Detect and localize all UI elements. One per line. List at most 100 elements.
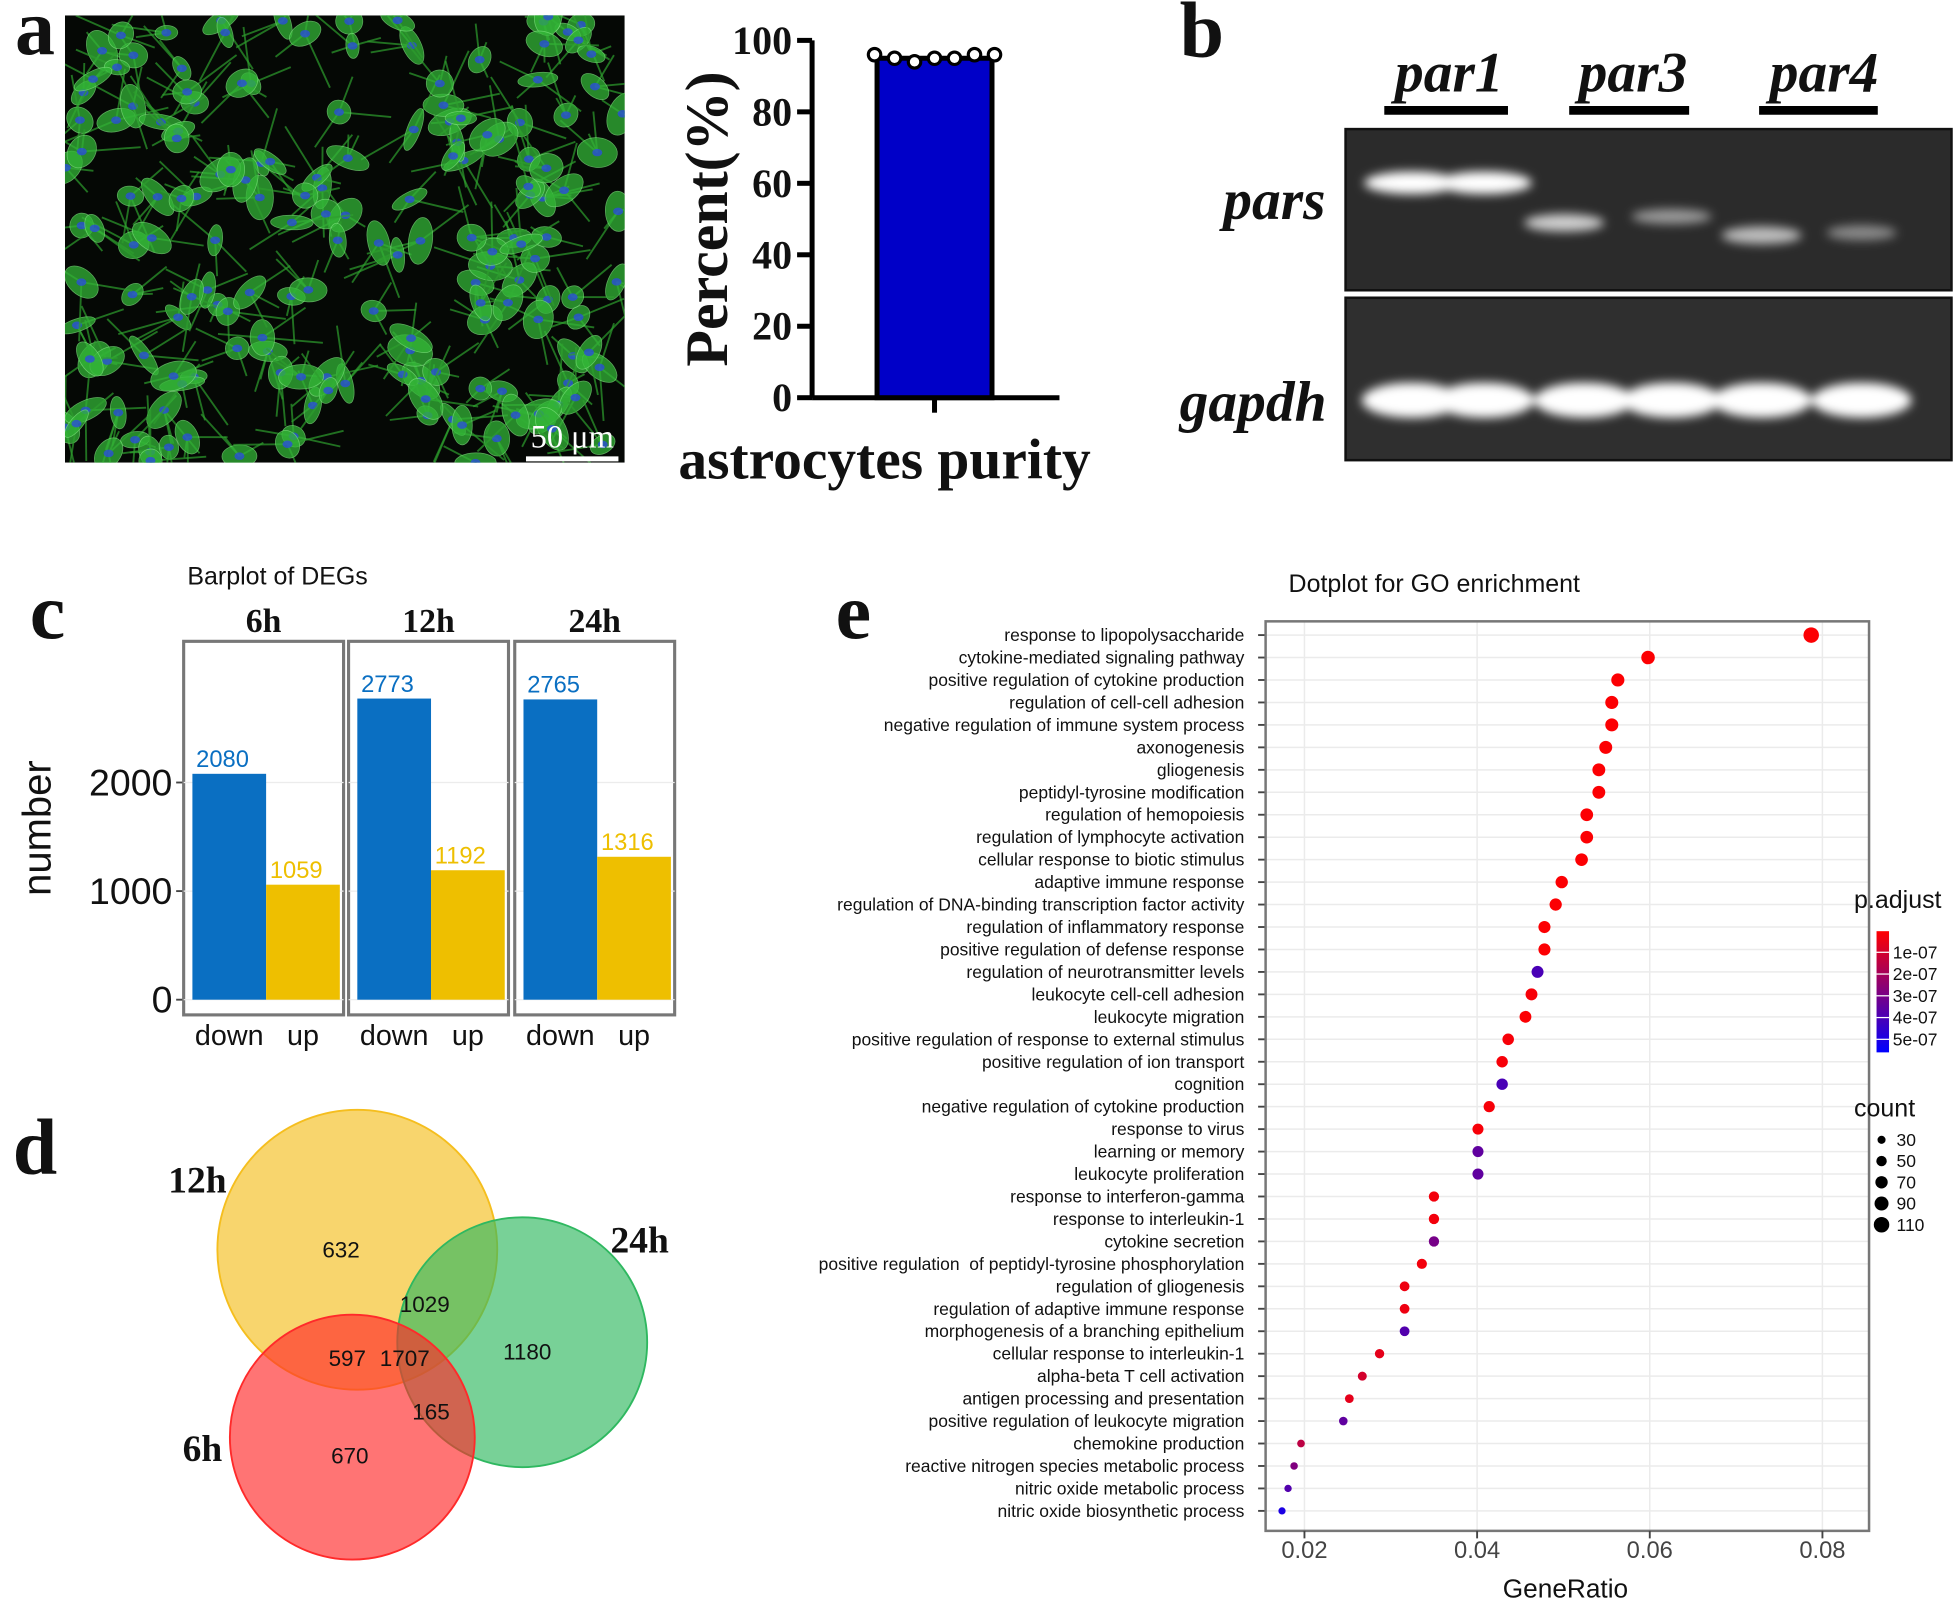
venn-set xyxy=(228,1313,476,1561)
nucleus xyxy=(613,207,624,216)
size-legend-dot xyxy=(1877,1135,1886,1144)
nucleus xyxy=(176,194,187,203)
nucleus xyxy=(470,278,481,287)
band xyxy=(1631,209,1712,225)
nucleus xyxy=(84,355,95,363)
x-tick-label: astrocytes purity xyxy=(678,429,1091,492)
facet-label: 12h xyxy=(402,603,455,640)
nucleus xyxy=(392,251,403,259)
nucleus xyxy=(152,193,163,201)
colorbar xyxy=(1876,931,1890,1053)
dot xyxy=(1472,1168,1484,1180)
nucleus xyxy=(225,165,236,174)
nucleus xyxy=(541,233,552,241)
nucleus xyxy=(340,379,351,388)
y-tick-label: regulation of hemopoiesis xyxy=(1045,805,1245,825)
x-tick-label: down xyxy=(195,1020,264,1052)
y-tick-label: regulation of adaptive immune response xyxy=(933,1299,1244,1319)
nucleus xyxy=(232,344,243,353)
nucleus xyxy=(323,386,334,395)
venn-set-label: 24h xyxy=(611,1221,669,1262)
nucleus xyxy=(562,28,573,36)
bar xyxy=(523,699,598,1000)
band xyxy=(1811,382,1912,418)
gel-top xyxy=(1344,127,1953,292)
cell-process xyxy=(314,15,354,47)
venn-count: 632 xyxy=(322,1237,360,1262)
cell-process xyxy=(343,253,399,280)
nucleus xyxy=(145,456,156,463)
nucleus xyxy=(539,40,550,48)
y-tick-label: positive regulation of response to exter… xyxy=(852,1029,1245,1049)
nucleus xyxy=(560,111,571,119)
cell-process xyxy=(475,462,477,463)
colorbar-label: 5e-07 xyxy=(1893,1029,1938,1049)
nucleus xyxy=(611,278,622,286)
chart-title: Barplot of DEGs xyxy=(187,562,367,590)
x-tick-label: up xyxy=(618,1020,650,1052)
band xyxy=(1524,214,1605,232)
nucleus xyxy=(368,307,379,315)
dot xyxy=(1483,1101,1495,1113)
nucleus xyxy=(516,240,527,248)
y-tick-label: positive regulation of defense response xyxy=(940,939,1244,959)
x-tick-label: up xyxy=(287,1020,319,1052)
nucleus xyxy=(286,218,297,227)
band xyxy=(1826,225,1897,241)
nucleus xyxy=(74,116,85,124)
nucleus xyxy=(541,164,552,172)
data-point xyxy=(926,50,943,67)
cell-process xyxy=(349,253,398,271)
nucleus xyxy=(420,395,431,403)
y-tick-label: adaptive immune response xyxy=(1034,872,1244,892)
size-legend-dot xyxy=(1873,1217,1890,1233)
y-tick-label: peptidyl-tyrosine modification xyxy=(1019,782,1244,802)
y-tick-label: regulation of DNA-binding transcription … xyxy=(837,895,1244,915)
nucleus xyxy=(434,79,445,88)
panel-label: e xyxy=(836,569,871,657)
dot xyxy=(1549,898,1562,911)
nucleus xyxy=(392,16,403,25)
dot xyxy=(1519,1010,1532,1023)
cell-process xyxy=(118,316,179,336)
cell-process xyxy=(143,326,189,357)
colorbar-label: 4e-07 xyxy=(1893,1008,1938,1028)
band xyxy=(1436,171,1532,195)
y-tick-label: regulation of neurotransmitter levels xyxy=(966,962,1244,982)
dot xyxy=(1428,1236,1440,1247)
y-tick-label: gliogenesis xyxy=(1157,760,1245,780)
band xyxy=(1711,382,1812,418)
nucleus xyxy=(176,64,187,73)
nucleus xyxy=(408,125,419,134)
x-axis-label: GeneRatio xyxy=(1503,1573,1628,1600)
nucleus xyxy=(277,17,288,25)
dot xyxy=(1502,1033,1514,1046)
colorbar-label: 1e-07 xyxy=(1893,942,1938,962)
cell-process xyxy=(544,15,549,18)
y-axis-label: Percent(%) xyxy=(674,71,740,366)
facet-label: 24h xyxy=(568,603,621,640)
dot xyxy=(1580,808,1594,822)
dot xyxy=(1538,943,1551,956)
plot-border xyxy=(1264,620,1871,1533)
cell-process xyxy=(64,396,78,425)
nucleus xyxy=(466,233,477,242)
nucleus xyxy=(482,131,493,139)
nucleus xyxy=(406,334,417,342)
cell-process xyxy=(515,187,523,245)
y-tick-label: positive regulation of cytokine producti… xyxy=(928,670,1244,690)
nucleus xyxy=(583,348,594,357)
bar xyxy=(597,856,671,1000)
nucleus xyxy=(342,154,353,162)
nucleus xyxy=(127,290,138,299)
y-tick-label: reactive nitrogen species metabolic proc… xyxy=(905,1456,1244,1476)
bar xyxy=(357,698,432,1000)
dot xyxy=(1611,673,1625,687)
y-tick-label: negative regulation of cytokine producti… xyxy=(922,1097,1245,1117)
data-point xyxy=(946,50,963,67)
venn-count: 597 xyxy=(329,1346,367,1371)
value-label: 1059 xyxy=(270,858,323,884)
nucleus xyxy=(138,351,149,360)
dot xyxy=(1374,1349,1385,1359)
